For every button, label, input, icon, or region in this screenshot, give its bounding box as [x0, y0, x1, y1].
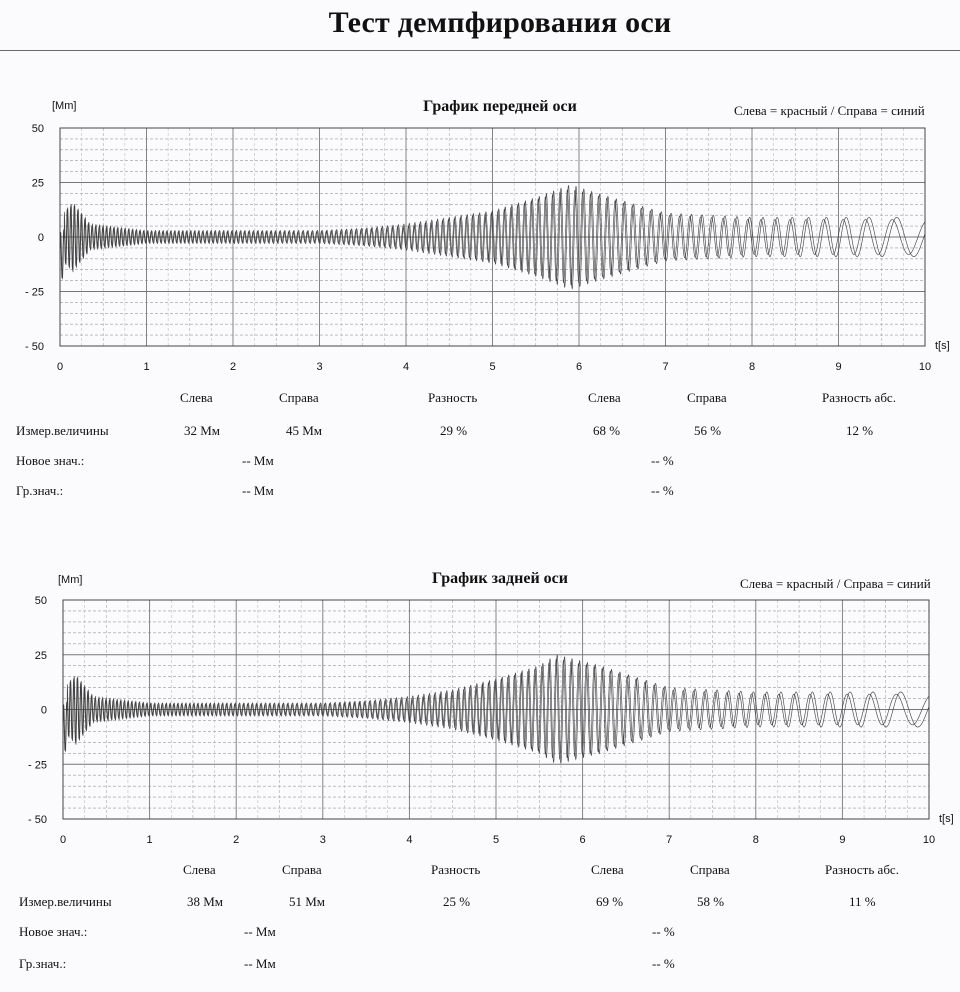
x-tick-label: 8 — [753, 834, 759, 846]
x-tick-label: 7 — [662, 361, 668, 373]
y-tick-label: 25 — [32, 178, 44, 190]
front-measured-right-pct: 56 % — [694, 423, 722, 438]
front-measured-label: Измер.величины — [16, 423, 109, 438]
rear-header-right: Справа — [282, 862, 322, 877]
rear-measured-label: Измер.величины — [19, 894, 112, 909]
rear-measured-left-pct: 69 % — [596, 894, 624, 909]
x-tick-label: 8 — [749, 361, 755, 373]
front-header-diff-abs: Разность абс. — [822, 390, 896, 405]
x-tick-label: 5 — [493, 834, 499, 846]
rear-new-mm: -- Мм — [244, 924, 276, 939]
front-measured-diff: 29 % — [440, 423, 468, 438]
front-new-label: Новое знач.: — [16, 453, 85, 468]
x-tick-label: 10 — [919, 361, 931, 373]
front-header-right-pct: Справа — [687, 390, 727, 405]
rear-limit-label: Гр.знач.: — [19, 956, 67, 971]
y-tick-label: - 50 — [28, 814, 47, 826]
rear-measured-diff-abs: 11 % — [849, 894, 876, 909]
x-tick-label: 1 — [147, 834, 153, 846]
x-tick-label: 1 — [143, 361, 149, 373]
y-tick-label: 50 — [35, 595, 47, 607]
title-rule — [0, 50, 960, 51]
rear-axle-chart: 50 25 0 - 25 - 50 0 1 2 3 4 5 6 7 8 9 10 t[s] — [28, 595, 954, 846]
rear-header-left-pct: Слева — [591, 862, 624, 877]
x-tick-label: 3 — [316, 361, 322, 373]
x-tick-label: 9 — [839, 834, 845, 846]
front-measured-left-pct: 68 % — [593, 423, 621, 438]
front-new-pct: -- % — [651, 453, 674, 468]
rear-legend: Слева = красный / Справа = синий — [740, 576, 931, 591]
x-tick-label: 7 — [666, 834, 672, 846]
front-new-mm: -- Мм — [242, 453, 274, 468]
front-header-right: Справа — [279, 390, 319, 405]
front-measured-left: 32 Мм — [184, 423, 221, 438]
y-tick-label: 25 — [35, 650, 47, 662]
rear-header-left: Слева — [183, 862, 216, 877]
rear-y-unit-label: [Mm] — [58, 574, 83, 586]
rear-header-diff: Разность — [431, 862, 481, 877]
x-tick-label: 4 — [406, 834, 412, 846]
rear-new-pct: -- % — [652, 924, 675, 939]
series-right-line — [59, 188, 926, 286]
front-measured-right: 45 Мм — [286, 423, 323, 438]
rear-measured-right-pct: 58 % — [697, 894, 725, 909]
x-tick-label: 0 — [60, 834, 66, 846]
rear-header-right-pct: Справа — [690, 862, 730, 877]
y-tick-label: 50 — [32, 123, 44, 135]
page-title: Тест демпфирования оси — [328, 6, 672, 39]
y-tick-label: 0 — [41, 705, 47, 717]
x-tick-label: 2 — [233, 834, 239, 846]
rear-measured-right: 51 Мм — [289, 894, 326, 909]
x-tick-label: 10 — [923, 834, 935, 846]
x-tick-label: 6 — [576, 361, 582, 373]
rear-new-label: Новое знач.: — [19, 924, 88, 939]
x-axis-label: t[s] — [935, 340, 950, 352]
front-measured-diff-abs: 12 % — [846, 423, 874, 438]
rear-limit-pct: -- % — [652, 956, 675, 971]
y-tick-label: - 25 — [25, 287, 44, 299]
series-left-line — [59, 184, 926, 290]
front-limit-mm: -- Мм — [242, 483, 274, 498]
x-tick-label: 9 — [835, 361, 841, 373]
x-tick-label: 0 — [57, 361, 63, 373]
front-legend: Слева = красный / Справа = синий — [734, 103, 925, 118]
rear-measured-left: 38 Мм — [187, 894, 224, 909]
x-tick-label: 5 — [489, 361, 495, 373]
y-tick-label: - 50 — [25, 341, 44, 353]
front-header-left: Слева — [180, 390, 213, 405]
rear-measured-diff: 25 % — [443, 894, 471, 909]
front-header-diff: Разность — [428, 390, 478, 405]
y-tick-label: - 25 — [28, 759, 47, 771]
x-tick-label: 3 — [320, 834, 326, 846]
y-tick-label: 0 — [38, 232, 44, 244]
x-tick-label: 2 — [230, 361, 236, 373]
series-left-line — [62, 654, 930, 764]
front-y-unit-label: [Mm] — [52, 100, 77, 112]
front-limit-pct: -- % — [651, 483, 674, 498]
front-limit-label: Гр.знач.: — [16, 483, 64, 498]
x-axis-label: t[s] — [939, 813, 954, 825]
x-tick-label: 4 — [403, 361, 409, 373]
front-chart-title: График передней оси — [423, 98, 577, 115]
front-axle-chart: 50 25 0 - 25 - 50 0 1 2 3 4 5 6 7 8 9 10 t[s] — [25, 123, 950, 373]
series-right-line — [62, 658, 930, 760]
rear-header-diff-abs: Разность абс. — [825, 862, 899, 877]
rear-chart-title: График задней оси — [432, 570, 568, 587]
x-tick-label: 6 — [580, 834, 586, 846]
rear-limit-mm: -- Мм — [244, 956, 276, 971]
front-header-left-pct: Слева — [588, 390, 621, 405]
